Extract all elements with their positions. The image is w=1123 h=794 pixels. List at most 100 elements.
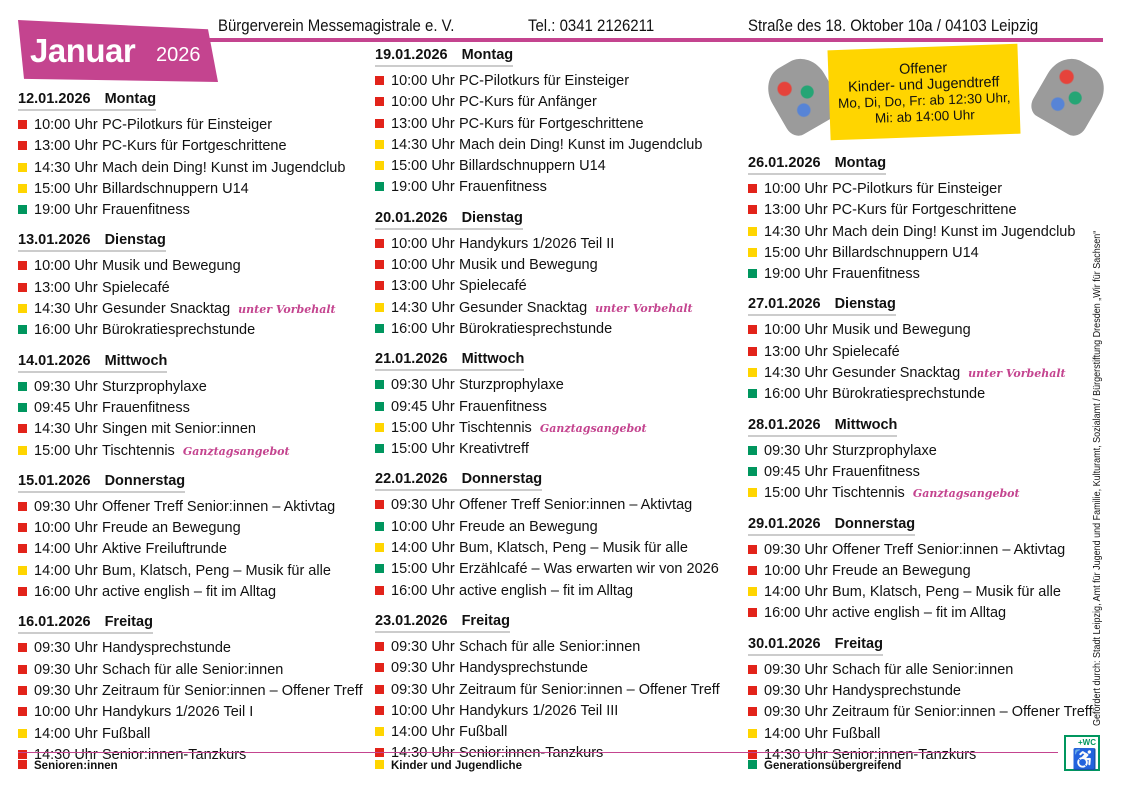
day-block: 16.01.2026 Freitag 09:30 Uhr Handysprechstu… — [18, 613, 378, 766]
red-square-icon — [18, 501, 27, 511]
day-block: 15.01.2026 Donnerstag 09:30 Uhr Offener Tre… — [18, 472, 378, 603]
event-item: 09:30 Uhr Sturzprophylaxe — [18, 377, 378, 398]
event-time: 10:00 Uhr — [391, 235, 455, 252]
red-square-icon — [748, 184, 757, 193]
event-title: active english – fit im Alltag — [102, 584, 277, 601]
event-time: 09:30 Uhr — [764, 661, 828, 678]
day-date: 15.01.2026 — [18, 472, 91, 489]
event-time: 09:30 Uhr — [764, 683, 828, 700]
yellow-square-icon — [748, 728, 757, 738]
day-weekday: Freitag — [461, 612, 510, 629]
event-item: 09:30 Uhr Sturzprophylaxe — [375, 375, 735, 396]
event-time: 15:00 Uhr — [391, 441, 455, 458]
red-square-icon — [748, 664, 757, 674]
legend-senioren: Senioren:innen — [18, 760, 118, 772]
event-title: Fußball — [459, 724, 508, 741]
day-block: 29.01.2026 Donnerstag 09:30 Uhr Offener Tre… — [748, 515, 1108, 625]
event-item: 14:30 Uhr Senior:innen-Tanzkurs — [748, 745, 1108, 766]
day-block: 23.01.2026 Freitag 09:30 Uhr Schach für all… — [375, 612, 735, 765]
event-item: 15:00 Uhr Tischtennis Ganztagsangebot — [18, 441, 378, 462]
event-time: 14:00 Uhr — [391, 724, 455, 741]
event-note: Ganztagsangebot — [182, 444, 290, 458]
event-time: 19:00 Uhr — [391, 179, 455, 196]
green-square-icon — [375, 521, 384, 531]
event-title: Senior:innen-Tanzkurs — [102, 746, 247, 763]
event-title: Sturzprophylaxe — [102, 378, 207, 395]
event-title: Billardschnuppern U14 — [459, 158, 606, 175]
yellow-square-icon — [375, 727, 384, 737]
yellow-square-icon — [375, 543, 384, 553]
event-title: PC-Kurs für Anfänger — [459, 94, 597, 111]
event-time: 09:45 Uhr — [34, 399, 98, 416]
event-title: active english – fit im Alltag — [832, 605, 1007, 622]
event-item: 15:00 Uhr Billardschnuppern U14 — [18, 179, 378, 200]
event-time: 15:00 Uhr — [764, 244, 828, 261]
event-title: Bum, Klatsch, Peng – Musik für alle — [459, 540, 688, 557]
red-square-icon — [18, 261, 27, 271]
event-title: Senior:innen-Tanzkurs — [832, 746, 977, 763]
event-time: 10:00 Uhr — [764, 181, 828, 197]
yellow-square-icon — [18, 728, 27, 738]
yellow-square-icon — [748, 368, 757, 378]
event-title: Spielecafé — [459, 278, 527, 295]
event-title: active english – fit im Alltag — [459, 582, 634, 599]
day-weekday: Mittwoch — [461, 351, 525, 368]
red-square-icon — [375, 641, 384, 651]
event-title: Musik und Bewegung — [459, 257, 598, 274]
day-block: 22.01.2026 Donnerstag 09:30 Uhr Offener Tre… — [375, 470, 735, 601]
event-time: 15:00 Uhr — [391, 561, 455, 578]
event-time: 14:30 Uhr — [391, 745, 455, 762]
day-header: 29.01.2026 Donnerstag — [748, 516, 916, 536]
event-title: Fußball — [832, 725, 881, 742]
event-title: Kreativtreff — [459, 441, 529, 458]
event-item: 09:30 Uhr Offener Treff Senior:innen – Ak… — [18, 497, 378, 518]
event-item: 09:30 Uhr Handysprechstunde — [748, 681, 1108, 702]
yellow-square-icon — [18, 565, 27, 575]
yellow-square-icon — [748, 587, 757, 597]
event-time: 09:30 Uhr — [34, 682, 98, 699]
day-weekday: Donnerstag — [461, 471, 543, 488]
month-title: Januar — [30, 32, 136, 69]
event-title: PC-Pilotkurs für Einsteiger — [459, 73, 630, 89]
green-square-icon — [375, 401, 384, 411]
day-date: 26.01.2026 — [748, 155, 821, 171]
day-weekday: Freitag — [104, 614, 153, 631]
green-square-icon — [18, 205, 27, 215]
red-square-icon — [748, 346, 757, 356]
sponsor-note: Gefördert durch: Stadt Leipzig, Amt für … — [1092, 230, 1103, 726]
event-title: PC-Kurs für Fortgeschrittene — [832, 202, 1017, 219]
event-title: Tischtennis — [832, 485, 905, 502]
event-title: Senior:innen-Tanzkurs — [459, 745, 604, 762]
event-time: 09:30 Uhr — [391, 377, 455, 394]
event-title: Tischtennis — [102, 442, 175, 459]
red-square-icon — [18, 523, 27, 533]
green-square-icon — [748, 466, 757, 476]
day-weekday: Freitag — [834, 635, 883, 652]
event-item: 13:00 Uhr Spielecafé — [18, 278, 378, 299]
event-item: 14:00 Uhr Bum, Klatsch, Peng – Musik für … — [18, 561, 378, 582]
event-item: 09:45 Uhr Frauenfitness — [18, 398, 378, 419]
event-item: 15:00 Uhr Tischtennis Ganztagsangebot — [748, 483, 1108, 504]
event-time: 10:00 Uhr — [34, 258, 98, 275]
day-weekday: Mittwoch — [834, 416, 898, 433]
event-time: 13:00 Uhr — [764, 343, 828, 360]
event-item: 10:00 Uhr PC-Pilotkurs für Einsteiger — [375, 71, 735, 92]
event-time: 16:00 Uhr — [34, 584, 98, 601]
red-square-icon — [18, 664, 27, 674]
event-time: 14:00 Uhr — [34, 541, 98, 558]
event-item: 19:00 Uhr Frauenfitness — [375, 177, 735, 198]
event-time: 14:00 Uhr — [34, 562, 98, 579]
yellow-square-icon — [748, 488, 757, 498]
green-square-icon — [748, 760, 757, 769]
event-title: Freude an Bewegung — [832, 562, 971, 579]
event-time: 14:00 Uhr — [764, 584, 828, 601]
event-time: 10:00 Uhr — [391, 73, 455, 89]
event-time: 14:00 Uhr — [34, 725, 98, 742]
event-title: Frauenfitness — [832, 463, 920, 480]
event-title: Bürokratiesprechstunde — [832, 386, 986, 403]
phone: Tel.: 0341 2126211 — [528, 16, 655, 35]
event-time: 16:00 Uhr — [391, 582, 455, 599]
event-item: 14:30 Uhr Senior:innen-Tanzkurs — [18, 745, 378, 766]
yellow-square-icon — [18, 183, 27, 193]
year: 2026 — [156, 44, 201, 66]
